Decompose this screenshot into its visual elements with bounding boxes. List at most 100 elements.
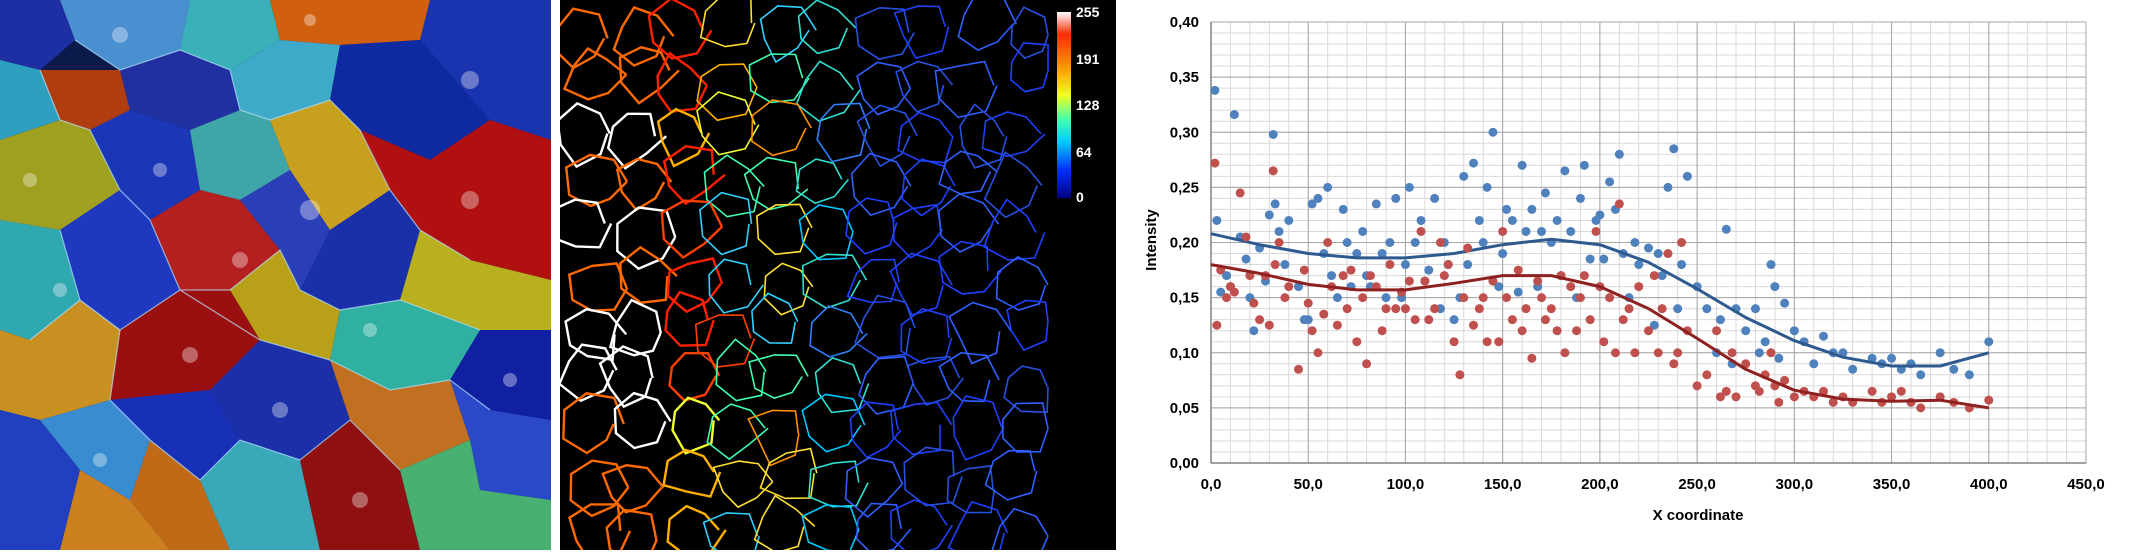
cell-edge xyxy=(656,51,708,113)
data-point xyxy=(1702,370,1712,380)
data-point xyxy=(1669,144,1679,154)
data-point xyxy=(1819,386,1828,396)
y-tick-label: 0,25 xyxy=(1170,179,1199,196)
data-point xyxy=(1677,260,1687,270)
colorbar: 255 191 128 64 0 xyxy=(1057,4,1100,205)
intensity-scatter-chart: 0,0 50,0 100,0 150,0 200,0 250,0 300,0 350,0 400… xyxy=(1120,0,2133,550)
cell-edge xyxy=(568,503,632,555)
data-point xyxy=(1521,226,1531,236)
cell-edge xyxy=(893,5,950,60)
cell-edge xyxy=(562,392,625,455)
data-point xyxy=(1358,226,1368,236)
data-point xyxy=(1463,260,1473,270)
data-point xyxy=(1332,320,1342,330)
cell-edge xyxy=(801,393,866,453)
colorbar-tick-0: 0 xyxy=(1076,189,1084,205)
cell-edge xyxy=(613,391,672,450)
data-point xyxy=(1867,386,1877,396)
data-point xyxy=(1216,287,1226,297)
data-point xyxy=(1964,370,1974,380)
data-point xyxy=(1307,199,1317,209)
chart-grid xyxy=(1210,21,2087,464)
cell-edge xyxy=(662,448,722,498)
cell-edge xyxy=(748,53,810,104)
data-point xyxy=(1614,199,1624,209)
data-point xyxy=(1280,293,1290,303)
data-point xyxy=(1482,182,1492,192)
data-point xyxy=(1644,326,1653,336)
data-point xyxy=(1770,282,1780,292)
cell-edge xyxy=(808,460,869,508)
data-point xyxy=(1766,260,1776,270)
data-point xyxy=(1284,215,1294,225)
data-point xyxy=(1750,304,1760,314)
cell-edge xyxy=(1006,299,1049,352)
cell-edge xyxy=(901,158,956,217)
cell-edge xyxy=(696,63,758,122)
x-tick-label: 100,0 xyxy=(1387,476,1425,493)
y-tick-label: 0,30 xyxy=(1170,124,1199,141)
data-point xyxy=(1595,210,1605,220)
data-point xyxy=(1780,375,1790,385)
data-point xyxy=(1540,315,1550,325)
data-point xyxy=(1212,215,1222,225)
data-point xyxy=(1391,193,1401,203)
cell-edge xyxy=(889,252,953,316)
x-tick-label: 200,0 xyxy=(1581,476,1619,493)
data-point xyxy=(1469,158,1478,168)
cell-edge xyxy=(1010,42,1049,93)
cell-edge xyxy=(1010,6,1049,60)
data-point xyxy=(1210,158,1220,168)
data-point xyxy=(1653,249,1663,259)
data-point xyxy=(1789,326,1799,336)
data-point xyxy=(1727,348,1737,358)
data-point xyxy=(1692,381,1702,391)
data-point xyxy=(1284,282,1294,292)
data-point xyxy=(1420,276,1430,286)
data-point xyxy=(1416,215,1426,225)
colorbar-gradient xyxy=(1057,12,1071,198)
data-point xyxy=(1303,315,1313,325)
data-point xyxy=(1673,348,1683,358)
data-point xyxy=(1502,293,1512,303)
cell-edge xyxy=(991,507,1049,555)
data-point xyxy=(1507,315,1517,325)
data-point xyxy=(1537,226,1547,236)
data-point xyxy=(1264,320,1274,330)
data-point xyxy=(1774,353,1784,363)
cell-edge xyxy=(606,112,667,170)
data-point xyxy=(1848,364,1858,374)
cell-edge xyxy=(844,457,904,519)
data-point xyxy=(1677,238,1687,247)
data-point xyxy=(1657,304,1667,314)
cell-edge xyxy=(934,60,998,119)
cell-edge xyxy=(995,255,1049,311)
cell-edge xyxy=(664,290,715,347)
data-point xyxy=(1294,282,1303,292)
data-point xyxy=(1313,193,1323,203)
data-point xyxy=(1249,298,1259,308)
data-point xyxy=(1537,293,1547,303)
data-point xyxy=(1416,226,1426,236)
data-point xyxy=(1424,315,1434,325)
data-point xyxy=(1540,188,1550,198)
cell-edge xyxy=(854,294,916,359)
cell-edge xyxy=(662,145,726,206)
data-point xyxy=(1229,287,1239,297)
data-point xyxy=(1235,188,1245,198)
data-point xyxy=(1560,348,1570,358)
cell-edge xyxy=(849,401,902,459)
data-point xyxy=(1669,359,1679,369)
cell-edge xyxy=(750,99,812,157)
y-tick-label: 0,05 xyxy=(1170,400,1199,417)
data-point xyxy=(1377,326,1387,336)
data-point xyxy=(1527,204,1537,214)
data-point xyxy=(1449,337,1459,347)
data-point xyxy=(1935,348,1945,358)
cell-edge xyxy=(892,203,943,259)
cell-edge xyxy=(660,199,724,260)
cell-edge xyxy=(897,111,954,164)
cell-edge xyxy=(696,91,760,156)
cell-edge xyxy=(619,245,678,304)
y-tick-label: 0,35 xyxy=(1170,69,1199,86)
